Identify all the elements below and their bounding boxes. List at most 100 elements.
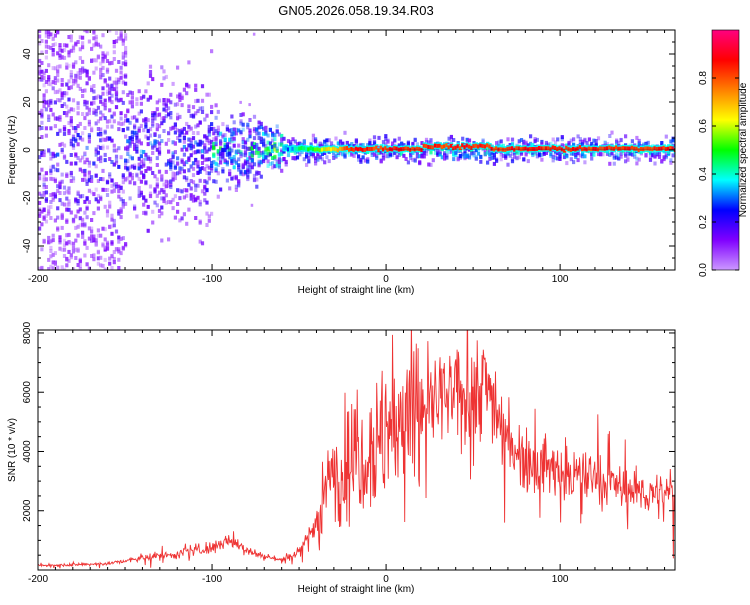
spectrogram-cell: [445, 153, 449, 158]
spectrogram-cell: [62, 102, 67, 107]
spectrogram-cell: [160, 65, 164, 70]
spectrogram-cell: [257, 171, 261, 175]
spectrogram-cell: [130, 156, 134, 161]
spectrogram-cell: [92, 211, 96, 216]
spectrogram-cell: [221, 134, 225, 139]
spectrogram-cell: [318, 155, 322, 160]
spectrogram-cell: [47, 114, 51, 119]
spectrogram-cell: [90, 218, 94, 222]
spectrogram-cell: [76, 101, 80, 106]
spectrogram-cell: [608, 134, 612, 138]
spectrogram-cell: [298, 141, 302, 146]
spectrogram-cell: [207, 132, 211, 137]
spectrogram-ridge-cell: [578, 145, 583, 150]
spectrogram-cell: [42, 97, 46, 102]
spectrogram-cell: [562, 155, 567, 160]
spectrogram-cell: [160, 238, 164, 243]
spectrogram-cell: [210, 161, 214, 165]
spectrogram-cell: [137, 194, 141, 198]
spectrogram-cell: [495, 157, 499, 162]
spectrogram-cell: [155, 177, 159, 182]
spectrogram-cell: [151, 111, 155, 115]
spectrogram-cell: [117, 164, 121, 169]
spectrogram-cell: [103, 257, 107, 262]
spectrogram-cell: [130, 104, 134, 109]
spectrogram-cell: [42, 149, 46, 154]
spectrogram-cell: [164, 98, 168, 103]
spectrogram-cell: [108, 76, 112, 81]
spectrogram-cell: [180, 147, 184, 152]
spectrogram-cell: [105, 59, 110, 63]
spectrogram-cell: [443, 156, 447, 161]
spectrogram-cell: [223, 133, 227, 138]
spectrogram-cell: [488, 152, 492, 157]
spectrogram-x-tick-label: 0: [383, 274, 389, 285]
spectrogram-cell: [99, 233, 103, 238]
spectrogram-ridge-cell: [669, 145, 673, 150]
spectrogram-cell: [155, 203, 159, 208]
spectrogram-ridge-cell: [363, 147, 368, 152]
spectrogram-cell: [99, 44, 103, 49]
spectrogram-cell: [501, 153, 505, 158]
spectrogram-cell: [309, 142, 313, 147]
spectrogram-cell: [291, 156, 295, 161]
spectrogram-cell: [185, 178, 189, 183]
spectrogram-cell: [214, 129, 218, 134]
snr-y-tick-label: 2000: [22, 499, 33, 522]
spectrogram-cell: [200, 149, 205, 154]
spectrogram-cell: [49, 156, 53, 161]
spectrogram-cell: [280, 168, 284, 173]
spectrogram-cell: [449, 149, 453, 154]
spectrogram-cell: [114, 87, 119, 92]
spectrogram-cell: [452, 157, 456, 162]
spectrogram-cell: [529, 134, 533, 139]
spectrogram-cell: [101, 263, 105, 268]
spectrogram-ridge-cell: [486, 143, 490, 148]
spectrogram-cell: [569, 138, 573, 143]
spectrogram-cell: [277, 142, 281, 147]
spectrogram-cell: [101, 187, 105, 192]
spectrogram-cell: [361, 155, 365, 160]
spectrogram-cell: [196, 164, 200, 169]
spectrogram-cell: [110, 266, 114, 270]
spectrogram-cell: [212, 141, 216, 146]
spectrogram-cell: [173, 130, 177, 135]
spectrogram-cell: [60, 147, 64, 152]
spectrogram-cell: [318, 144, 322, 149]
spectrogram-cell: [671, 153, 675, 158]
spectrogram-cell: [49, 264, 53, 269]
spectrogram-cell: [472, 153, 476, 158]
spectrogram-cell: [74, 214, 78, 219]
spectrogram-cell: [135, 172, 139, 177]
spectrogram-cell: [429, 138, 433, 143]
spectrogram-cell: [130, 164, 134, 169]
spectrogram-cell: [81, 59, 85, 64]
spectrogram-cell: [60, 172, 64, 177]
spectrogram-cell: [162, 102, 166, 107]
spectrogram-cell: [465, 137, 469, 142]
spectrogram-cell: [630, 139, 634, 144]
spectrogram-cell: [289, 142, 293, 147]
spectrogram-cell: [334, 136, 338, 141]
spectrogram-cell: [133, 181, 137, 186]
spectrogram-cell: [540, 142, 544, 147]
spectrogram-ridge-cell: [642, 147, 646, 152]
spectrogram-cell: [53, 218, 57, 223]
spectrogram-cell: [117, 146, 121, 151]
spectrogram-cell: [74, 60, 78, 65]
spectrogram-cell: [194, 216, 198, 220]
spectrogram-cell: [189, 137, 193, 142]
spectrogram-cell: [232, 127, 236, 132]
spectrogram-cell: [250, 150, 254, 155]
spectrogram-cell: [515, 151, 519, 156]
spectrogram-cell: [146, 228, 150, 233]
spectrogram-cell: [418, 160, 422, 165]
spectrogram-cell: [137, 162, 141, 167]
spectrogram-cell: [69, 119, 73, 124]
spectrogram-cell: [169, 165, 173, 169]
spectrogram-cell: [252, 114, 257, 119]
spectrogram-cell: [112, 256, 116, 261]
spectrogram-cell: [119, 207, 123, 211]
spectrogram-cell: [124, 62, 128, 67]
